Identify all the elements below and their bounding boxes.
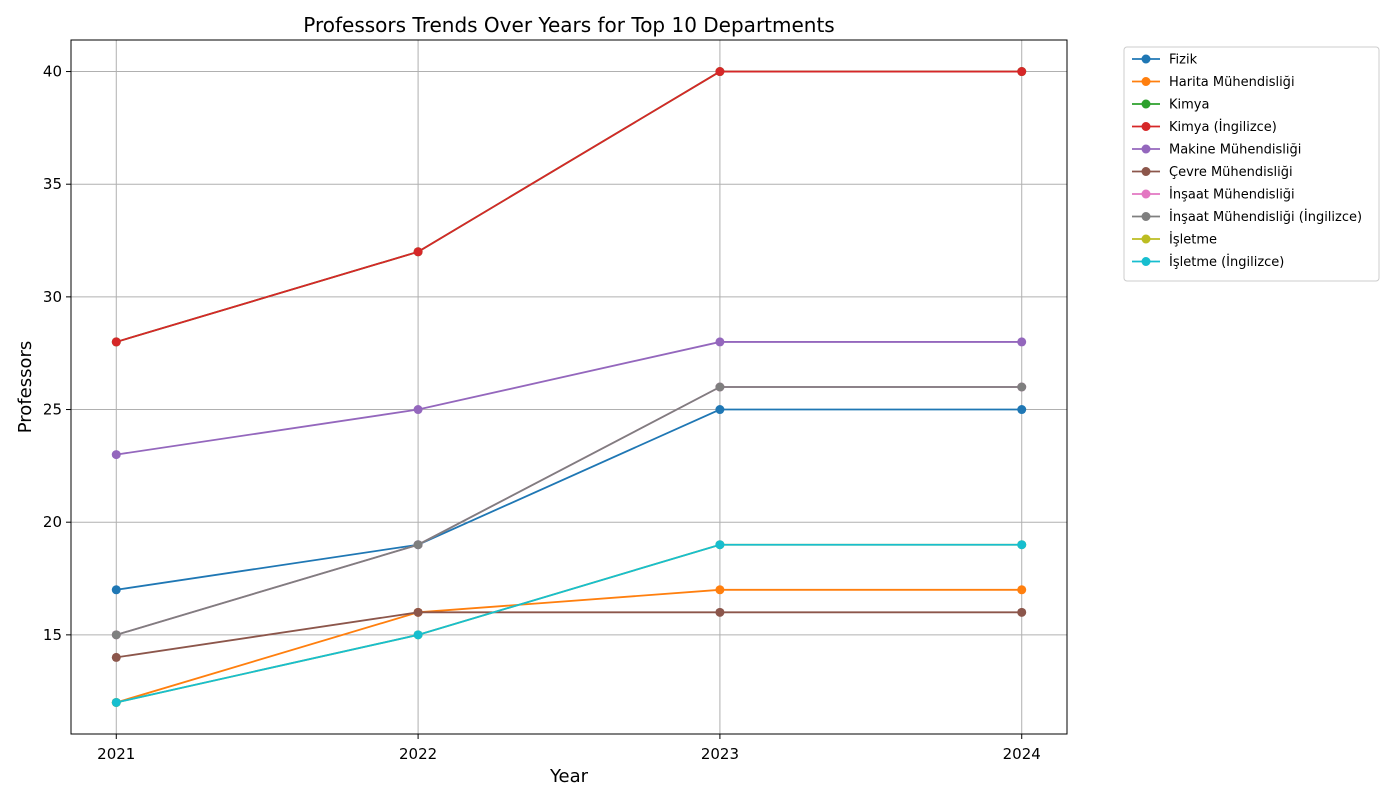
y-tick-label: 35	[43, 175, 62, 193]
series-6	[111, 607, 1027, 662]
legend-item: İnşaat Mühendisliği (İngilizce)	[1132, 209, 1362, 225]
legend-item: İşletme	[1132, 232, 1217, 248]
series-1	[111, 405, 1027, 595]
x-tick-label: 2024	[1003, 745, 1041, 763]
data-point	[413, 630, 423, 640]
series-line	[116, 588, 1022, 704]
data-point	[1017, 540, 1027, 550]
chart-title: Professors Trends Over Years for Top 10 …	[303, 13, 834, 37]
legend-swatch-marker	[1141, 189, 1151, 199]
data-point	[715, 382, 725, 392]
series-line	[116, 341, 1022, 456]
legend-item: Harita Mühendisliği	[1132, 75, 1295, 90]
data-point	[715, 607, 725, 617]
y-tick-label: 20	[43, 513, 62, 531]
series-8	[111, 382, 1027, 640]
data-point	[111, 450, 121, 460]
legend-swatch-marker	[1141, 257, 1151, 266]
series-line	[116, 543, 1022, 704]
x-axis-label: Year	[549, 766, 589, 787]
legend-label: İnşaat Mühendisliği (İngilizce)	[1169, 209, 1362, 225]
y-tick-label: 30	[43, 288, 62, 306]
x-axis-ticks: 2021 2022 2023 2024	[97, 734, 1041, 763]
data-point	[111, 697, 121, 707]
legend-swatch-marker	[1141, 99, 1151, 109]
data-point	[715, 540, 725, 550]
data-point	[1017, 337, 1027, 347]
legend-swatch-marker	[1141, 167, 1151, 176]
data-point	[1017, 607, 1027, 617]
series-line	[116, 543, 1022, 704]
legend-box	[1123, 46, 1380, 282]
y-tick-label: 25	[43, 401, 62, 419]
x-tick-label: 2023	[701, 745, 739, 763]
legend-label: Fizik	[1169, 53, 1198, 68]
legend-item: Çevre Mühendisliği	[1132, 165, 1293, 180]
data-point	[413, 405, 423, 415]
y-tick-label: 15	[43, 626, 62, 644]
y-axis-ticks: 15 20 25 30 35 40	[43, 63, 71, 644]
legend-item: Makine Mühendisliği	[1132, 143, 1301, 158]
series-2	[111, 585, 1027, 707]
series-line	[116, 70, 1022, 343]
legend-swatch-marker	[1141, 54, 1151, 64]
plot-frame	[70, 39, 1068, 735]
data-point	[715, 585, 725, 595]
legend-label: Çevre Mühendisliği	[1169, 165, 1293, 180]
data-point	[715, 405, 725, 415]
data-point	[413, 607, 423, 617]
legend-label: İnşaat Mühendisliği	[1169, 187, 1295, 203]
y-axis-label: Professors	[15, 341, 36, 434]
data-point	[1017, 405, 1027, 415]
legend-item: İnşaat Mühendisliği	[1132, 187, 1295, 203]
legend-label: İşletme (İngilizce)	[1169, 254, 1284, 270]
data-point	[111, 585, 121, 595]
data-point	[715, 67, 725, 77]
legend: Fizik Harita Mühendisliği Kimya Kimya (İngi…	[1123, 46, 1380, 282]
data-point	[413, 540, 423, 550]
x-tick-label: 2021	[97, 745, 135, 763]
series-line	[116, 611, 1022, 659]
legend-swatch-marker	[1141, 122, 1151, 131]
legend-item: Fizik	[1132, 53, 1198, 68]
legend-swatch-marker	[1141, 77, 1151, 86]
legend-swatch-marker	[1141, 212, 1151, 221]
legend-swatch-marker	[1141, 234, 1151, 244]
legend-label: Kimya	[1169, 98, 1209, 113]
series-line	[116, 386, 1022, 636]
series-line	[116, 408, 1022, 591]
legend-label: İşletme	[1169, 232, 1217, 248]
series-lines	[111, 67, 1027, 707]
legend-swatch-marker	[1141, 144, 1151, 154]
data-point	[1017, 585, 1027, 595]
data-point	[111, 630, 121, 640]
legend-item: Kimya	[1132, 98, 1209, 113]
series-9	[111, 540, 1027, 707]
legend-label: Makine Mühendisliği	[1169, 143, 1301, 158]
y-tick-label: 40	[43, 63, 62, 81]
data-point	[413, 247, 423, 257]
data-point	[111, 652, 121, 662]
legend-label: Kimya (İngilizce)	[1169, 119, 1277, 135]
data-point	[715, 337, 725, 347]
data-point	[111, 337, 121, 347]
legend-item: Kimya (İngilizce)	[1132, 119, 1277, 135]
series-5	[111, 337, 1027, 460]
series-4	[111, 67, 1027, 347]
series-line	[116, 386, 1022, 636]
series-3	[111, 67, 1027, 347]
x-tick-label: 2022	[399, 745, 437, 763]
legend-label: Harita Mühendisliği	[1169, 75, 1295, 90]
data-point	[1017, 67, 1027, 77]
data-point	[1017, 382, 1027, 392]
legend-item: İşletme (İngilizce)	[1132, 254, 1284, 270]
series-10	[111, 540, 1027, 707]
